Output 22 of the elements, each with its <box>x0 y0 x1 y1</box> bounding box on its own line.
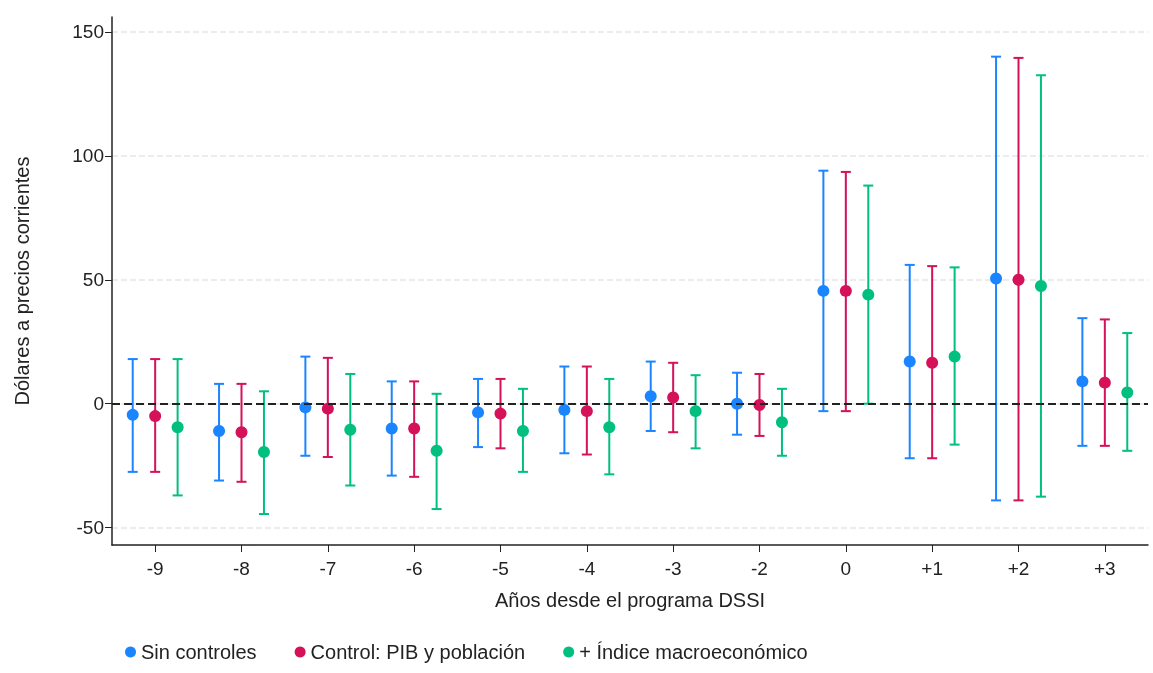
x-tick-label: -6 <box>405 558 423 579</box>
x-tick-label: -9 <box>146 558 164 579</box>
y-tick-label: 150 <box>72 21 104 43</box>
x-tick-label: -3 <box>664 558 682 579</box>
x-tick-label: -5 <box>492 558 509 579</box>
y-tick-label: 100 <box>72 145 104 167</box>
x-tick-label: +1 <box>921 558 943 579</box>
legend-label: Sin controles <box>141 641 257 663</box>
legend-label: + Índice macroeconómico <box>579 641 808 663</box>
x-tick-label: -7 <box>319 558 337 579</box>
y-axis-title: Dólares a precios corrientes <box>11 156 33 406</box>
y-tick-label: 0 <box>93 393 104 415</box>
x-tick-label: -2 <box>751 558 768 579</box>
x-tick-label: -4 <box>578 558 596 579</box>
x-tick-label: +3 <box>1094 558 1116 579</box>
legend-label: Control: PIB y población <box>310 641 526 663</box>
x-tick-label: -8 <box>233 558 250 579</box>
x-axis-title: Años desde el programa DSSI <box>494 589 766 611</box>
y-tick-label: 50 <box>82 269 104 291</box>
x-tick-label: 0 <box>840 558 852 579</box>
x-tick-label: +2 <box>1007 558 1030 579</box>
y-tick-label: -50 <box>76 517 104 539</box>
